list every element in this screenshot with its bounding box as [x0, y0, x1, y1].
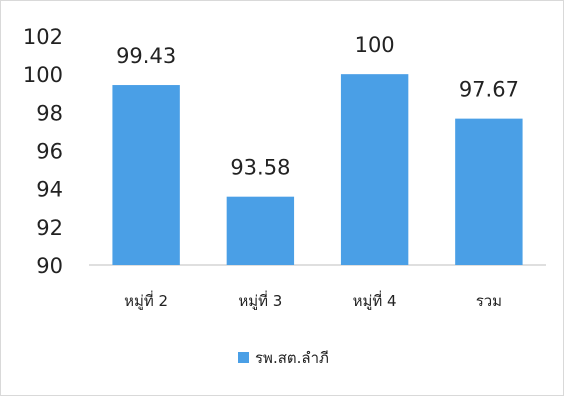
x-tick-label: หมู่ที่ 3 — [238, 290, 282, 310]
bar-series — [112, 74, 523, 266]
y-tick-label: 94 — [36, 178, 63, 202]
y-tick-label: 92 — [36, 216, 63, 240]
bar — [455, 118, 523, 266]
data-label: 99.43 — [116, 44, 176, 68]
legend-label: รพ.สต.ลำภี — [255, 349, 329, 367]
y-tick-label: 96 — [36, 140, 63, 164]
x-tick-label: หมู่ที่ 2 — [124, 290, 168, 310]
legend: รพ.สต.ลำภี — [238, 349, 329, 367]
x-tick-label: หมู่ที่ 4 — [353, 290, 397, 310]
data-label: 97.67 — [459, 78, 519, 102]
y-tick-label: 98 — [36, 101, 63, 125]
legend-swatch — [238, 352, 249, 363]
y-tick-label: 102 — [23, 25, 63, 49]
y-axis: 90 92 94 96 98 100 102 — [23, 25, 63, 278]
data-label: 100 — [355, 33, 395, 57]
x-axis: หมู่ที่ 2 หมู่ที่ 3 หมู่ที่ 4 รวม — [124, 290, 502, 310]
bar — [340, 74, 409, 266]
data-label: 93.58 — [230, 156, 290, 180]
x-tick-label: รวม — [476, 292, 502, 310]
y-tick-label: 100 — [23, 63, 63, 87]
bar — [112, 85, 180, 266]
data-labels: 99.43 93.58 100 97.67 — [116, 33, 519, 180]
bar — [226, 196, 295, 265]
y-tick-label: 90 — [36, 254, 63, 278]
